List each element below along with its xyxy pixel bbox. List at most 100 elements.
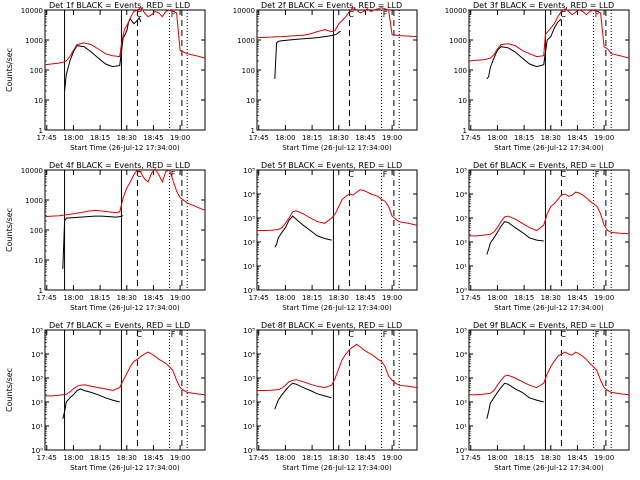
x-tick-label: 18:15: [514, 454, 534, 462]
plot-frame: [44, 329, 206, 451]
marker-annotation: F: [171, 330, 176, 339]
panel-6: Det 6f BLACK = Events, RED = LLD 10⁰ 10¹ 10…: [455, 161, 630, 312]
y-tick-label: 10¹: [455, 263, 467, 271]
marker-annotation: C: [348, 170, 354, 179]
x-tick-label: 17:45: [461, 294, 481, 302]
y-tick-label: 10³: [31, 375, 43, 383]
y-tick-label: 10: [458, 97, 467, 105]
y-tick-label: 1: [251, 127, 255, 135]
x-tick-label: 18:15: [90, 294, 110, 302]
x-tick-label: 18:30: [117, 454, 137, 462]
panel-4: Det 4f BLACK = Events, RED = LLD 1 10 100 10…: [5, 161, 206, 312]
panel-5: Det 5f BLACK = Events, RED = LLD 10⁰ 10¹ 10…: [243, 161, 418, 312]
y-tick-label: 1: [463, 127, 467, 135]
y-tick-label: 1: [39, 127, 43, 135]
series-events: [274, 215, 332, 248]
y-tick-label: 10⁴: [455, 191, 467, 199]
x-tick-label: 19:00: [170, 454, 190, 462]
x-axis-label: Start Time (26-Jul-12 17:34:00): [70, 304, 180, 312]
y-tick-label: 100: [242, 67, 255, 75]
x-axis-label: Start Time (26-Jul-12 17:34:00): [494, 464, 604, 472]
x-tick-label: 19:00: [170, 294, 190, 302]
marker-annotation: F: [171, 170, 176, 179]
y-tick-label: 10²: [243, 399, 255, 407]
x-tick-label: 18:15: [514, 294, 534, 302]
x-tick-label: 18:15: [90, 134, 110, 142]
x-axis-label: Start Time (26-Jul-12 17:34:00): [282, 464, 392, 472]
plot-frame: [468, 169, 630, 291]
y-tick-label: 10²: [455, 239, 467, 247]
y-tick-label: 10¹: [455, 423, 467, 431]
y-tick-label: 10000: [233, 7, 255, 15]
x-tick-label: 18:30: [117, 294, 137, 302]
x-tick-label: 18:00: [487, 134, 507, 142]
x-tick-label: 17:45: [37, 134, 57, 142]
x-tick-label: 18:30: [541, 454, 561, 462]
x-tick-label: 17:45: [37, 294, 57, 302]
series-lld: [44, 6, 206, 66]
y-tick-label: 10⁰: [243, 447, 255, 455]
series-lld: [257, 343, 418, 391]
panel-title: Det 6f BLACK = Events, RED = LLD: [473, 161, 614, 170]
x-tick-label: 19:00: [594, 454, 614, 462]
y-tick-label: 10000: [445, 7, 467, 15]
x-tick-label: 19:00: [594, 134, 614, 142]
y-tick-label: 10¹: [243, 263, 255, 271]
y-tick-label: 10⁰: [455, 447, 467, 455]
x-tick-label: 18:30: [329, 294, 349, 302]
series-lld: [257, 189, 418, 231]
x-tick-label: 18:00: [63, 134, 83, 142]
y-tick-label: 100: [30, 227, 43, 235]
marker-annotation: F: [595, 330, 600, 339]
y-tick-label: 10⁴: [243, 351, 255, 359]
x-tick-label: 18:45: [567, 454, 587, 462]
y-tick-label: 10: [34, 257, 43, 265]
series-events: [274, 382, 332, 410]
y-axis-label: Counts/sec: [5, 48, 14, 92]
y-tick-label: 10⁵: [243, 327, 255, 335]
series-events: [486, 18, 562, 80]
y-tick-label: 10²: [243, 239, 255, 247]
x-axis-label: Start Time (26-Jul-12 17:34:00): [282, 304, 392, 312]
y-tick-label: 10⁴: [243, 191, 255, 199]
x-tick-label: 18:30: [117, 134, 137, 142]
y-tick-label: 10: [34, 97, 43, 105]
x-tick-label: 18:00: [487, 294, 507, 302]
x-tick-label: 18:15: [90, 454, 110, 462]
series-lld: [44, 167, 206, 218]
series-lld: [469, 351, 630, 396]
panel-title: Det 1f BLACK = Events, RED = LLD: [49, 1, 190, 10]
x-tick-label: 17:45: [249, 454, 269, 462]
x-tick-label: 18:30: [329, 134, 349, 142]
y-tick-label: 10000: [21, 7, 43, 15]
plot-frame: [468, 329, 630, 451]
x-tick-label: 18:00: [63, 454, 83, 462]
y-tick-label: 1000: [25, 197, 43, 205]
y-tick-label: 10000: [21, 167, 43, 175]
x-tick-label: 18:30: [329, 454, 349, 462]
panel-7: Det 7f BLACK = Events, RED = LLD 10⁰ 10¹ 10…: [5, 321, 206, 472]
x-tick-label: 18:15: [302, 454, 322, 462]
plot-frame: [256, 329, 418, 451]
x-tick-label: 19:00: [382, 294, 402, 302]
y-tick-label: 10: [246, 97, 255, 105]
x-tick-label: 18:15: [302, 134, 322, 142]
series-events: [64, 16, 142, 92]
marker-annotation: F: [383, 330, 388, 339]
y-tick-label: 10³: [455, 375, 467, 383]
x-axis-label: Start Time (26-Jul-12 17:34:00): [70, 464, 180, 472]
y-tick-label: 10³: [455, 215, 467, 223]
x-tick-label: 18:00: [275, 294, 295, 302]
y-tick-label: 10⁵: [243, 167, 255, 175]
marker-annotation: F: [595, 10, 600, 19]
x-tick-label: 18:45: [567, 294, 587, 302]
panel-2: Det 2f BLACK = Events, RED = LLD 1 10 100 10…: [233, 1, 418, 152]
x-tick-label: 18:00: [275, 134, 295, 142]
y-tick-label: 1000: [25, 37, 43, 45]
panel-title: Det 3f BLACK = Events, RED = LLD: [473, 1, 614, 10]
panel-3: Det 3f BLACK = Events, RED = LLD 1 10 100 10…: [445, 1, 630, 152]
y-tick-label: 10⁵: [455, 167, 467, 175]
x-tick-label: 18:30: [541, 294, 561, 302]
y-tick-label: 10²: [31, 399, 43, 407]
